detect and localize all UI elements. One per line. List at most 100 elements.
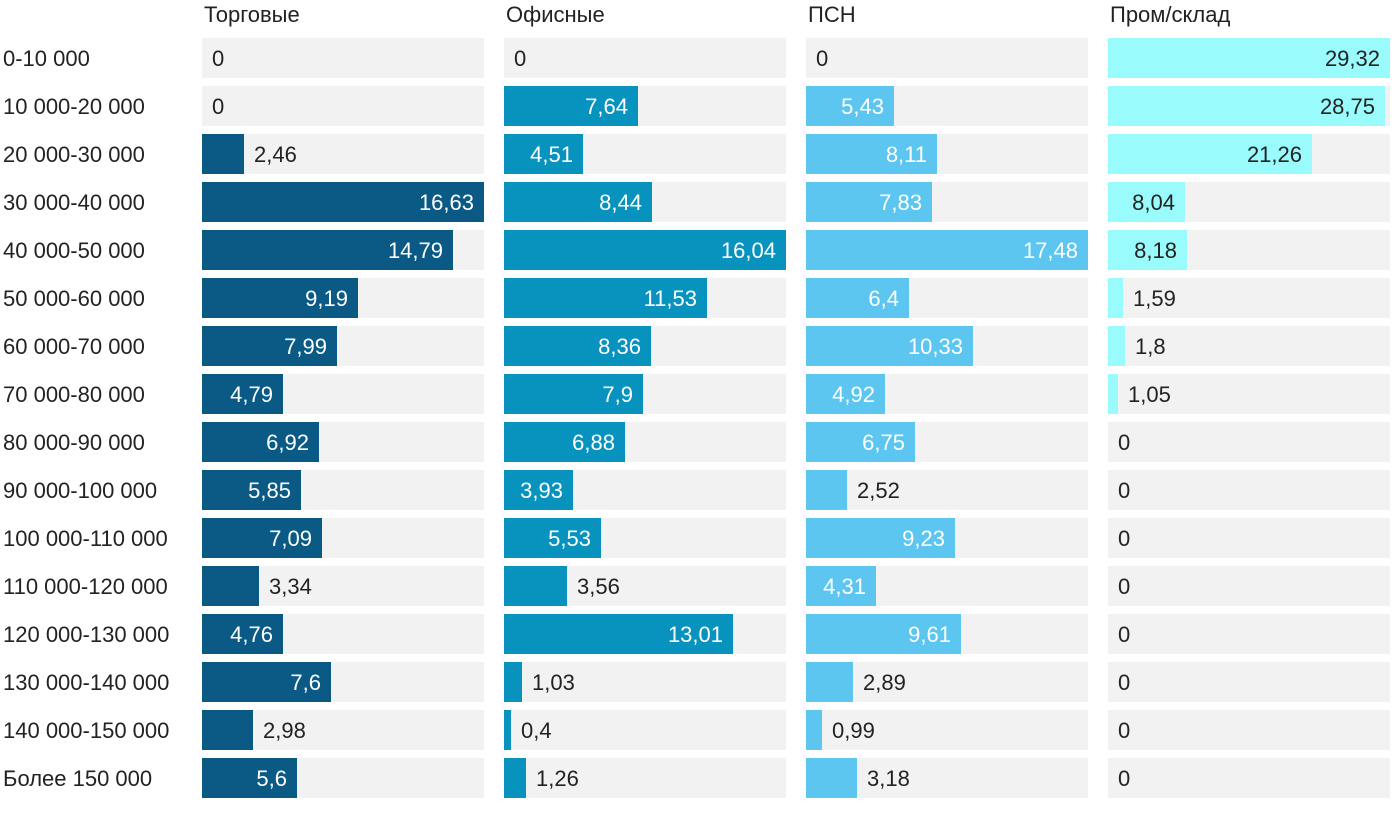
bar — [806, 614, 961, 654]
data-label: 5,43 — [841, 94, 884, 119]
bar — [806, 134, 937, 174]
data-label: 1,26 — [536, 766, 579, 791]
data-label: 0 — [212, 46, 224, 71]
bar — [806, 470, 847, 510]
data-label: 7,64 — [585, 94, 628, 119]
data-label: 11,53 — [644, 286, 697, 311]
data-label: 13,01 — [668, 622, 723, 647]
series-title: Офисные — [506, 2, 605, 27]
data-label: 0 — [1118, 718, 1130, 743]
data-label: 6,4 — [868, 286, 899, 311]
category-label: 120 000-130 000 — [3, 622, 169, 647]
bar-track — [1108, 662, 1390, 702]
category-label: 130 000-140 000 — [3, 670, 169, 695]
data-label: 0,99 — [832, 718, 875, 743]
data-label: 14,79 — [388, 238, 443, 263]
bar — [202, 230, 453, 270]
data-label: 0 — [1118, 574, 1130, 599]
bar-track — [1108, 758, 1390, 798]
bar — [504, 710, 511, 750]
data-label: 0 — [1118, 670, 1130, 695]
bar — [504, 326, 651, 366]
category-label: 40 000-50 000 — [3, 238, 145, 263]
bar — [1108, 230, 1187, 270]
data-label: 1,59 — [1133, 286, 1176, 311]
bar-track — [1108, 326, 1390, 366]
data-label: 0 — [1118, 526, 1130, 551]
data-label: 3,34 — [269, 574, 312, 599]
bar — [202, 662, 331, 702]
data-label: 3,93 — [520, 478, 563, 503]
bar-track — [1108, 566, 1390, 606]
data-label: 29,32 — [1325, 46, 1380, 71]
bar — [202, 758, 297, 798]
category-label: 140 000-150 000 — [3, 718, 169, 743]
bar — [806, 518, 955, 558]
data-label: 0 — [1118, 430, 1130, 455]
bar-track — [504, 758, 786, 798]
data-label: 7,99 — [284, 334, 327, 359]
bar — [202, 470, 301, 510]
bar — [504, 182, 652, 222]
bar — [806, 182, 932, 222]
category-label: Более 150 000 — [3, 766, 152, 791]
bar — [1108, 86, 1385, 126]
category-label: 50 000-60 000 — [3, 286, 145, 311]
data-label: 2,46 — [254, 142, 297, 167]
bar — [806, 566, 876, 606]
bar — [504, 518, 601, 558]
bar — [202, 182, 484, 222]
bar — [504, 374, 643, 414]
data-label: 10,33 — [908, 334, 963, 359]
bar — [806, 230, 1088, 270]
data-label: 4,79 — [230, 382, 273, 407]
series-title: ПСН — [808, 2, 856, 27]
data-label: 8,44 — [599, 190, 642, 215]
bar — [202, 134, 244, 174]
bar — [1108, 326, 1125, 366]
bar-track — [202, 86, 484, 126]
data-label: 9,19 — [305, 286, 348, 311]
data-label: 1,05 — [1128, 382, 1171, 407]
data-label: 5,6 — [256, 766, 287, 791]
bar — [504, 614, 733, 654]
category-label: 20 000-30 000 — [3, 142, 145, 167]
data-label: 0,4 — [521, 718, 552, 743]
bar — [1108, 134, 1312, 174]
bar — [806, 422, 915, 462]
category-label: 80 000-90 000 — [3, 430, 145, 455]
bar — [1108, 38, 1390, 78]
data-label: 0 — [816, 46, 828, 71]
bar-track — [806, 38, 1088, 78]
data-label: 6,75 — [862, 430, 905, 455]
bar-track — [1108, 470, 1390, 510]
bar — [202, 566, 259, 606]
data-label: 5,85 — [248, 478, 291, 503]
data-label: 7,83 — [879, 190, 922, 215]
data-label: 9,61 — [908, 622, 951, 647]
bar — [504, 86, 638, 126]
bar — [1108, 278, 1123, 318]
data-label: 1,8 — [1135, 334, 1166, 359]
data-label: 4,76 — [230, 622, 273, 647]
category-label: 70 000-80 000 — [3, 382, 145, 407]
data-label: 16,04 — [721, 238, 776, 263]
bar-track — [504, 662, 786, 702]
series-title: Пром/склад — [1110, 2, 1230, 27]
category-label: 90 000-100 000 — [3, 478, 157, 503]
bar — [202, 518, 322, 558]
bar — [504, 134, 583, 174]
category-label: 10 000-20 000 — [3, 94, 145, 119]
bar — [504, 278, 707, 318]
bar — [1108, 182, 1185, 222]
bar-track — [202, 38, 484, 78]
bar-track — [806, 470, 1088, 510]
bar — [504, 230, 786, 270]
data-label: 3,56 — [577, 574, 620, 599]
data-label: 28,75 — [1320, 94, 1375, 119]
bar — [504, 758, 526, 798]
category-label: 0-10 000 — [3, 46, 90, 71]
data-label: 7,09 — [269, 526, 312, 551]
bar — [806, 374, 885, 414]
bar — [806, 758, 857, 798]
